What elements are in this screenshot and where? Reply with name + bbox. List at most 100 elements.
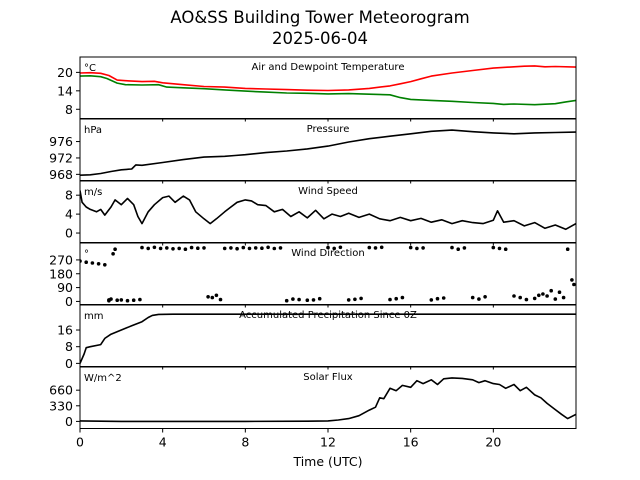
wind_direction-data-point [278, 246, 283, 250]
wind_direction-data-point [373, 246, 378, 250]
wind_direction-data-point [96, 262, 101, 266]
temp-y-tick-label: 20 [57, 65, 73, 80]
wind_speed-y-tick-label: 4 [65, 207, 73, 222]
x-tick-label: 8 [241, 435, 249, 450]
wind_direction-data-point [210, 295, 215, 300]
x-tick-label: 20 [485, 435, 501, 450]
wind_direction-data-point [565, 247, 570, 251]
wind_speed-y-tick-label: 8 [65, 188, 73, 203]
wind_direction-data-point [113, 247, 117, 251]
wind_direction-y-tick-label: 270 [49, 252, 73, 267]
wind_direction-data-point [553, 297, 558, 301]
wind_direction-data-point [235, 246, 239, 251]
precip-unit-label: mm [84, 311, 103, 322]
wind_direction-data-point [557, 290, 562, 295]
wind_direction-data-point [284, 298, 289, 303]
wind_direction-data-point [456, 247, 461, 251]
wind_direction-panel-title: Wind Direction [291, 248, 365, 259]
wind_direction-data-point [367, 245, 372, 250]
panels-group: 8 14 20 °C Air and Dewpoint Temperature 968 97… [49, 56, 577, 433]
wind_direction-data-point [152, 245, 157, 250]
wind_direction-data-point [158, 246, 163, 251]
wind_direction-series-0-points [80, 245, 576, 303]
wind_direction-y-tick-label: 180 [49, 266, 73, 281]
pressure-unit-label: hPa [84, 125, 102, 136]
pressure-y-tick-label: 968 [49, 167, 73, 182]
wind_direction-data-point [512, 294, 516, 298]
wind_direction-data-point [346, 298, 351, 302]
wind_direction-data-point [394, 296, 399, 301]
precip-panel-title: Accumulated Precipitation Since 0Z [239, 310, 417, 321]
wind_direction-data-point [549, 288, 553, 293]
wind_direction-data-point [421, 246, 425, 250]
precip-y-tick-label: 16 [57, 323, 73, 338]
wind_direction-data-point [177, 246, 181, 251]
wind_direction-data-point [165, 246, 169, 250]
solar-series-0-line [80, 377, 576, 423]
figure-title-line2: 2025-06-04 [272, 29, 368, 48]
wind_speed-y-tick-label: 0 [65, 226, 73, 241]
wind_direction-data-point [353, 297, 357, 302]
wind_direction-data-point [125, 298, 130, 303]
precip-y-tick-label: 0 [65, 356, 73, 371]
panel-wind_speed: 0 4 8 m/s Wind Speed [65, 180, 577, 246]
pressure-y-tick-label: 976 [49, 134, 73, 149]
wind_direction-data-point [317, 296, 322, 301]
wind_speed-panel-title: Wind Speed [298, 186, 358, 197]
wind_direction-data-point [241, 245, 246, 250]
wind_direction-unit-label: ° [84, 249, 89, 260]
wind_direction-data-point [359, 296, 363, 301]
wind_direction-data-point [196, 246, 200, 250]
wind_direction-data-point [497, 246, 502, 251]
wind_direction-data-point [503, 247, 508, 251]
wind_direction-data-point [218, 297, 223, 302]
solar-y-tick-label: 0 [65, 414, 73, 429]
wind_direction-data-point [115, 298, 119, 303]
wind_direction-data-point [545, 294, 549, 298]
temp-panel-title: Air and Dewpoint Temperature [252, 62, 405, 73]
wind_direction-data-point [229, 246, 233, 250]
wind_direction-data-point [272, 246, 277, 251]
wind_direction-data-point [84, 260, 88, 265]
wind_direction-data-point [206, 295, 210, 299]
wind_direction-data-point [518, 295, 522, 300]
temp-series-1-line [80, 75, 576, 106]
wind_direction-data-point [214, 293, 219, 298]
wind_direction-data-point [140, 245, 144, 250]
wind_direction-y-tick-label: 90 [57, 280, 73, 295]
x-axis: 0 4 8 12 16 20 [76, 435, 501, 450]
wind_direction-data-point [477, 297, 481, 301]
wind_direction-data-point [338, 245, 343, 250]
wind_direction-y-tick-label: 0 [65, 294, 73, 309]
wind_direction-data-point [388, 297, 392, 302]
wind_direction-data-point [450, 245, 454, 250]
wind_direction-data-point [311, 298, 316, 302]
wind_direction-data-point [111, 252, 115, 256]
wind_direction-data-point [90, 261, 95, 265]
x-tick-label: 12 [320, 435, 336, 450]
wind_direction-data-point [222, 246, 227, 251]
wind_direction-data-point [131, 298, 136, 303]
wind_direction-data-point [532, 296, 537, 301]
solar-unit-label: W/m^2 [84, 373, 122, 384]
wind_direction-data-point [415, 246, 419, 251]
wind_direction-data-point [537, 293, 541, 298]
wind_direction-data-point [189, 245, 194, 250]
solar-y-tick-label: 660 [49, 383, 73, 398]
panel-temp: 8 14 20 °C Air and Dewpoint Temperature [57, 56, 577, 122]
wind_direction-data-point [138, 297, 142, 302]
wind_direction-data-point [297, 297, 301, 302]
wind_direction-data-point [561, 295, 566, 300]
wind_direction-data-point [119, 298, 124, 302]
precip-series-0-line [80, 313, 576, 364]
wind_direction-data-point [332, 246, 337, 251]
pressure-panel-title: Pressure [307, 124, 350, 135]
pressure-y-tick-label: 972 [49, 150, 73, 165]
x-tick-label: 0 [76, 435, 84, 450]
wind_direction-data-point [570, 278, 574, 282]
temp-unit-label: °C [84, 63, 96, 74]
wind_direction-data-point [429, 298, 434, 302]
wind_direction-data-point [171, 247, 175, 251]
